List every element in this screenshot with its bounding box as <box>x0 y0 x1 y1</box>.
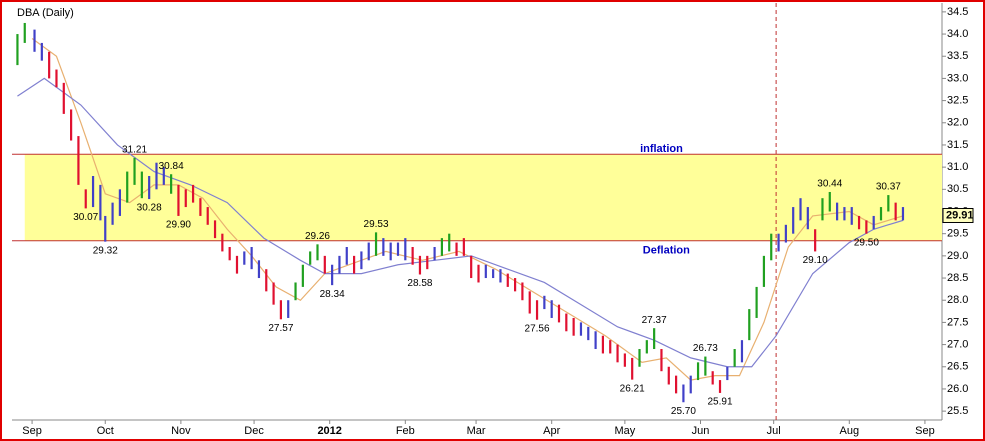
y-tick-label: 25.5 <box>947 405 968 417</box>
y-tick-label: 26.0 <box>947 383 968 395</box>
y-tick-label: 29.0 <box>947 250 968 262</box>
price-label: 30.44 <box>817 179 842 190</box>
last-price-box <box>942 207 974 223</box>
y-tick-label: 33.5 <box>947 50 968 62</box>
x-tick-label: Mar <box>467 425 486 437</box>
price-label: 30.07 <box>73 212 98 223</box>
y-tick-label: 28.5 <box>947 272 968 284</box>
price-label: 29.32 <box>93 245 118 256</box>
x-tick-label: Dec <box>244 425 264 437</box>
x-tick-label: Jul <box>767 425 781 437</box>
y-tick-label: 31.5 <box>947 139 968 151</box>
x-tick-label: 2012 <box>317 425 341 437</box>
y-tick-label: 34.0 <box>947 28 968 40</box>
y-tick-label: 28.0 <box>947 294 968 306</box>
price-label: 30.28 <box>137 203 162 214</box>
price-label: 25.70 <box>671 406 696 417</box>
band-label: Deflation <box>643 245 690 257</box>
price-label: 30.84 <box>159 161 184 172</box>
y-tick-label: 32.5 <box>947 95 968 107</box>
last-price-label: 29.91 <box>946 209 974 221</box>
x-tick-label: Apr <box>543 425 560 437</box>
chart-title: DBA (Daily) <box>17 7 74 19</box>
y-tick-label: 33.0 <box>947 72 968 84</box>
y-tick-label: 26.5 <box>947 361 968 373</box>
x-tick-label: Aug <box>840 425 860 437</box>
price-label: 29.90 <box>166 220 191 231</box>
x-tick-label: Nov <box>171 425 191 437</box>
price-label: 31.21 <box>122 144 147 155</box>
y-tick-label: 30.5 <box>947 183 968 195</box>
moving-average <box>31 38 904 381</box>
price-label: 29.26 <box>305 231 330 242</box>
y-tick-label: 31.0 <box>947 161 968 173</box>
price-label: 26.21 <box>620 383 645 394</box>
price-label: 28.58 <box>407 278 432 289</box>
price-label: 27.37 <box>642 315 667 326</box>
band-label: inflation <box>640 143 683 155</box>
x-tick-label: Oct <box>97 425 114 437</box>
y-tick-label: 34.5 <box>947 6 968 18</box>
price-label: 25.91 <box>707 397 732 408</box>
price-label: 30.37 <box>876 182 901 193</box>
price-label: 27.57 <box>268 323 293 334</box>
price-label: 29.50 <box>854 237 879 248</box>
y-tick-label: 32.0 <box>947 117 968 129</box>
x-tick-label: Sep <box>915 425 935 437</box>
y-tick-label: 27.0 <box>947 338 968 350</box>
x-tick-label: Jun <box>692 425 710 437</box>
x-tick-label: Sep <box>22 425 42 437</box>
price-label: 29.10 <box>803 255 828 266</box>
y-tick-label: 27.5 <box>947 316 968 328</box>
y-tick-label: 29.5 <box>947 228 968 240</box>
price-label: 26.73 <box>693 343 718 354</box>
x-tick-label: May <box>614 425 635 437</box>
price-label: 28.34 <box>320 289 345 300</box>
x-tick-label: Feb <box>396 425 415 437</box>
price-label: 29.53 <box>364 219 389 230</box>
price-label: 27.56 <box>525 323 550 334</box>
